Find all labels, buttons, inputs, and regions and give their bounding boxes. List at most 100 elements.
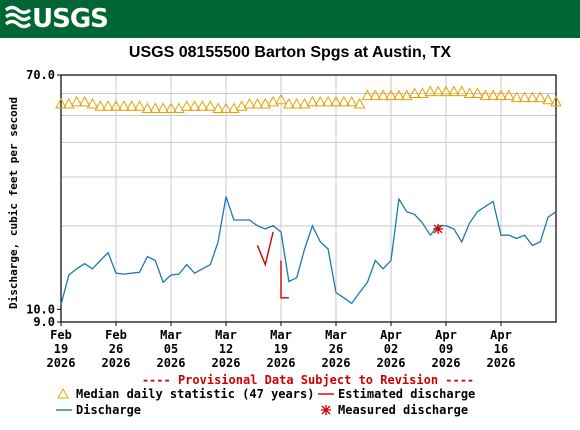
median-triangle-point bbox=[188, 100, 201, 111]
median-triangle-point bbox=[424, 85, 437, 97]
median-triangle-point bbox=[479, 89, 492, 101]
median-triangle-point bbox=[259, 98, 272, 109]
median-triangle-point bbox=[408, 87, 421, 99]
median-triangle-point bbox=[275, 93, 287, 105]
x-tick-label: Apr 02 2026 bbox=[377, 328, 406, 370]
legend-label: Median daily statistic (47 years) bbox=[76, 387, 314, 401]
discharge-line bbox=[60, 196, 557, 305]
usgs-wave-logo-icon bbox=[4, 5, 32, 29]
median-triangle-point bbox=[235, 100, 248, 111]
median-triangle-point bbox=[251, 98, 264, 109]
grid-layer bbox=[60, 75, 556, 322]
usgs-logo-text: USGS bbox=[32, 4, 109, 34]
y-tick-label: 10.0 bbox=[26, 302, 55, 316]
median-triangle-point bbox=[385, 89, 397, 101]
median-triangle-point bbox=[353, 98, 366, 109]
median-triangle-point bbox=[86, 98, 99, 109]
median-triangle-point bbox=[212, 102, 224, 113]
legend-label: Measured discharge bbox=[338, 403, 468, 417]
legend-asterisk-icon bbox=[321, 405, 331, 415]
median-triangle-point bbox=[330, 95, 342, 107]
median-triangle-point bbox=[393, 89, 405, 101]
provisional-note: ---- Provisional Data Subject to Revisio… bbox=[142, 373, 474, 387]
median-triangle-point bbox=[400, 89, 413, 101]
median-triangle-point bbox=[63, 98, 75, 109]
median-triangle-point bbox=[510, 91, 523, 103]
median-triangle-point bbox=[377, 89, 389, 101]
x-tick-label: Mar 12 2026 bbox=[212, 328, 241, 370]
median-triangle-point bbox=[369, 89, 382, 101]
x-tick-label: Mar 05 2026 bbox=[157, 328, 186, 370]
x-tick-label: Feb 26 2026 bbox=[102, 328, 131, 370]
median-triangle-point bbox=[550, 95, 562, 107]
plot-frame bbox=[60, 74, 557, 323]
measured-discharge-point bbox=[433, 223, 444, 234]
estimated-discharge-line bbox=[256, 231, 274, 267]
median-triangle-point bbox=[141, 102, 154, 113]
median-triangle-point bbox=[487, 89, 499, 101]
median-triangle-point bbox=[55, 98, 67, 109]
x-axis-ticks: Feb 19 2026 Feb 26 2026 Mar 05 2026 Mar 12 2026 Mar 1… bbox=[47, 322, 516, 370]
median-triangle-point bbox=[110, 100, 122, 111]
median-triangle-point bbox=[102, 100, 114, 111]
y-tick-label: 70.0 bbox=[26, 68, 55, 82]
median-triangle-point bbox=[196, 100, 209, 111]
median-triangle-point bbox=[220, 102, 232, 113]
legend-triangle-icon bbox=[57, 387, 69, 399]
median-triangle-point bbox=[204, 100, 217, 111]
median-triangle-point bbox=[165, 102, 177, 113]
median-triangle-point bbox=[180, 100, 193, 111]
median-triangle-point bbox=[471, 87, 484, 99]
median-triangle-point bbox=[526, 91, 539, 103]
legend-label: Discharge bbox=[76, 403, 141, 417]
y-axis-ticks: 70.0 10.09.0 bbox=[26, 68, 61, 329]
median-triangle-point bbox=[518, 91, 531, 103]
x-tick-label: Feb 19 2026 bbox=[47, 328, 76, 370]
median-triangle-point bbox=[94, 100, 107, 111]
median-triangle-point bbox=[416, 87, 429, 99]
median-triangle-point bbox=[455, 85, 468, 97]
median-triangle-point bbox=[314, 95, 327, 107]
median-triangle-point bbox=[322, 95, 334, 107]
median-triangle-point bbox=[495, 89, 507, 101]
median-triangle-point bbox=[125, 100, 138, 111]
median-triangle-point bbox=[243, 98, 256, 109]
median-triangle-point bbox=[283, 98, 295, 109]
x-tick-label: Apr 16 2026 bbox=[487, 328, 516, 370]
median-triangle-point bbox=[448, 85, 460, 97]
asterisk-stroke bbox=[321, 405, 331, 415]
median-triangle-point bbox=[78, 95, 91, 107]
median-triangle-point bbox=[133, 100, 146, 111]
series-layer bbox=[55, 85, 562, 305]
y-tick-label: 9.0 bbox=[33, 315, 55, 329]
median-triangle-point bbox=[267, 95, 279, 107]
median-triangle-point bbox=[118, 100, 130, 111]
median-triangle-point bbox=[432, 85, 444, 97]
median-triangle-point bbox=[306, 95, 319, 107]
legend: Median daily statistic (47 years) Estimat… bbox=[56, 387, 475, 417]
median-triangle-point bbox=[503, 89, 515, 101]
y-axis-label: Discharge, cubic feet per second bbox=[7, 97, 20, 309]
x-tick-label: Apr 09 2026 bbox=[432, 328, 461, 370]
usgs-banner: USGS bbox=[0, 0, 580, 38]
median-triangle-point bbox=[463, 87, 476, 99]
median-triangle-point bbox=[534, 91, 547, 103]
median-triangle-point bbox=[290, 98, 303, 109]
median-triangle-point bbox=[440, 85, 452, 97]
chart-title: USGS 08155500 Barton Spgs at Austin, TX bbox=[128, 44, 452, 61]
median-triangle-point bbox=[338, 95, 350, 107]
median-triangle-point bbox=[298, 98, 311, 109]
asterisk-stroke bbox=[433, 224, 443, 234]
median-triangle-point bbox=[173, 102, 185, 113]
estimated-discharge-line bbox=[280, 260, 289, 299]
median-triangle-point bbox=[361, 89, 374, 101]
median-triangle-point bbox=[149, 102, 162, 113]
x-tick-label: Mar 26 2026 bbox=[322, 328, 351, 370]
median-triangle-point bbox=[228, 102, 240, 113]
median-triangle-point bbox=[70, 95, 83, 107]
median-triangle-point bbox=[345, 95, 358, 107]
median-triangle-point bbox=[157, 102, 169, 113]
median-triangle-point bbox=[542, 93, 554, 105]
x-tick-label: Mar 19 2026 bbox=[267, 328, 296, 370]
